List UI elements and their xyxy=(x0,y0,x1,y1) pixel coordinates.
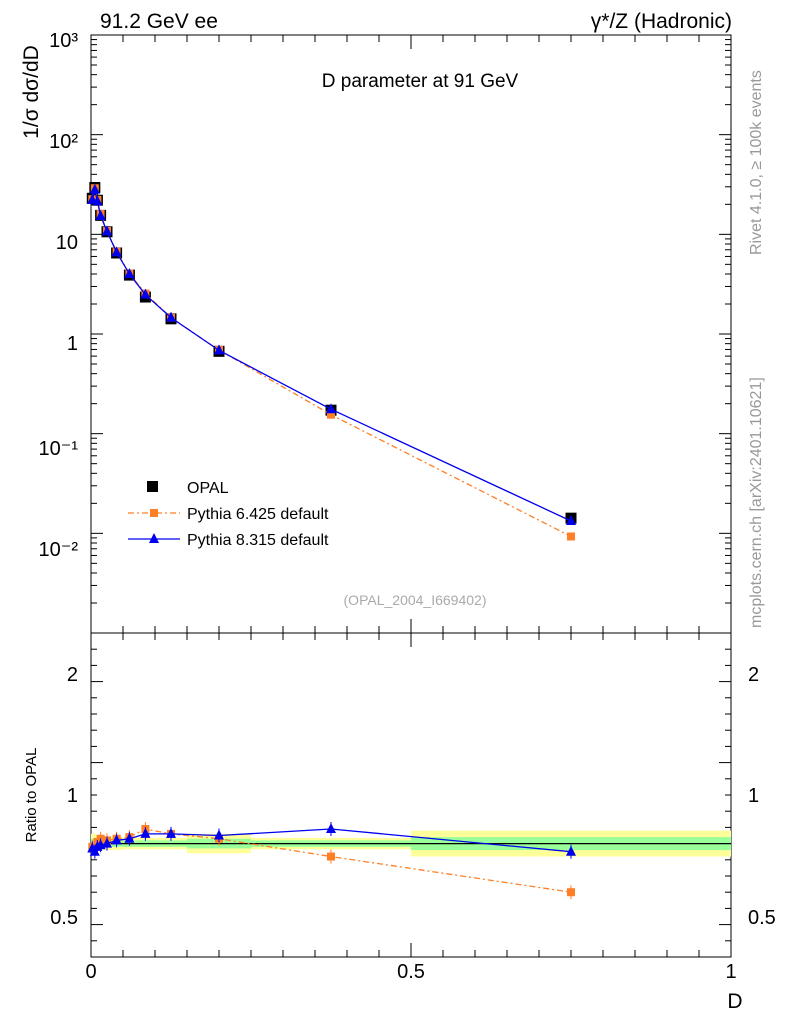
legend-marker-opal xyxy=(147,481,158,492)
ratio-ytick-label-right-0.5: 0.5 xyxy=(748,907,776,929)
pythia6-point xyxy=(327,410,335,419)
mcplots-label: mcplots.cern.ch [arXiv:2401.10621] xyxy=(748,377,765,628)
ytick-label-1: 1 xyxy=(67,333,78,355)
pythia8-point xyxy=(95,209,106,220)
main-title: D parameter at 91 GeV xyxy=(322,71,519,92)
pythia8-point xyxy=(326,403,336,414)
pythia8-point xyxy=(140,288,151,299)
ratio-ytick-label-0.5: 0.5 xyxy=(50,907,78,929)
pythia8-point xyxy=(124,267,135,278)
chart-marks xyxy=(86,35,732,958)
main-y-label: 1/σ dσ/dD xyxy=(20,45,43,139)
ratio-pythia8-point xyxy=(140,827,151,838)
legend-label-pythia8: Pythia 8.315 default xyxy=(187,532,329,549)
xtick-label-0.5: 0.5 xyxy=(397,961,425,983)
ytick-label-100: 10² xyxy=(49,131,78,153)
legend: OPAL Pythia 6.425 default Pythia 8.315 d… xyxy=(128,480,329,549)
ratio-pythia8-point xyxy=(326,823,336,834)
ratio-ytick-label-right-2: 2 xyxy=(748,664,759,686)
ratio-plot-frame xyxy=(90,632,732,958)
legend-marker-pythia8 xyxy=(149,533,159,543)
ratio-pythia8-point xyxy=(166,827,176,838)
ratio-pythia6-point xyxy=(567,888,575,897)
ratio-pythia8-point xyxy=(566,845,576,856)
legend-label-pythia6: Pythia 6.425 default xyxy=(187,506,329,523)
pythia8-point xyxy=(102,225,112,236)
ratio-pythia8-point xyxy=(124,832,135,843)
rivet-label: Rivet 4.1.0, ≥ 100k events xyxy=(748,70,765,255)
pythia8-point xyxy=(89,183,100,194)
xtick-label-1: 1 xyxy=(725,961,736,983)
pythia8-point xyxy=(214,344,224,355)
ytick-label-1e-1: 10⁻¹ xyxy=(39,438,79,460)
ratio-pythia8-point xyxy=(102,837,112,848)
ratio-y-label: Ratio to OPAL xyxy=(23,748,40,843)
ytick-label-10: 10 xyxy=(56,232,78,254)
pythia8-point xyxy=(166,311,176,322)
series-line-1 xyxy=(91,188,572,538)
ratio-ytick-label-1: 1 xyxy=(67,785,78,807)
legend-label-opal: OPAL xyxy=(187,480,229,497)
ratio-pythia8-point xyxy=(214,829,224,840)
series-line-2 xyxy=(91,189,572,522)
ratio-ytick-label-2: 2 xyxy=(67,664,78,686)
ratio-pythia6-point xyxy=(327,852,335,861)
pythia6-point xyxy=(567,532,575,541)
reference-label: (OPAL_2004_I669402) xyxy=(344,592,487,608)
x-axis-label: D xyxy=(727,990,742,1013)
ytick-label-1e-2: 10⁻² xyxy=(39,539,79,561)
ratio-ytick-label-right-1: 1 xyxy=(748,785,759,807)
ratio-pythia8-point xyxy=(111,834,122,845)
ytick-label-1000: 10³ xyxy=(49,30,78,52)
pythia8-point xyxy=(566,514,576,525)
header-right: γ*/Z (Hadronic) xyxy=(591,10,732,33)
legend-marker-pythia6 xyxy=(150,509,158,517)
pythia8-point xyxy=(111,246,122,257)
xtick-label-0: 0 xyxy=(85,961,96,983)
pythia8-point xyxy=(92,195,103,206)
header-left: 91.2 GeV ee xyxy=(100,10,218,33)
